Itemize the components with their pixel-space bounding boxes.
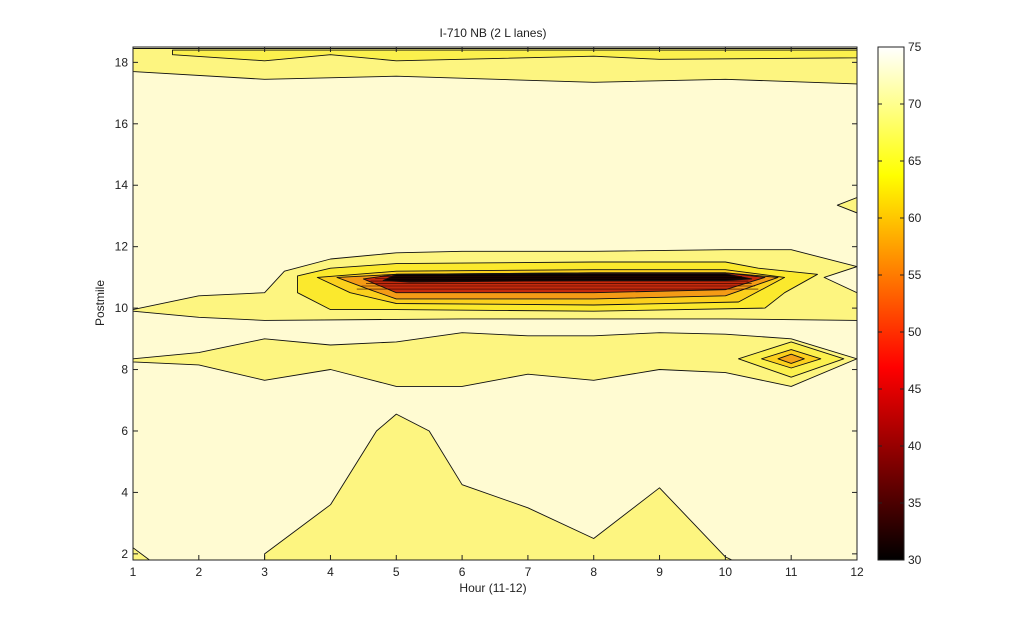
colorbar-tick-label: 50 — [908, 325, 922, 339]
y-tick-label: 16 — [115, 117, 129, 131]
colorbar: 30 35 40 45 50 55 60 65 70 75 — [877, 40, 922, 567]
y-tick-label: 10 — [115, 301, 129, 315]
contour-region-spot-core — [777, 353, 805, 364]
y-tick-label: 8 — [121, 363, 128, 377]
chart-title: I-710 NB (2 L lanes) — [440, 26, 547, 40]
x-tick-label: 7 — [525, 565, 532, 579]
contour-region-lower-band — [133, 332, 857, 387]
contour-region-top-band-inner — [172, 49, 857, 62]
x-tick-label: 1 — [130, 565, 137, 579]
colorbar-fill — [878, 47, 904, 560]
x-tick-label: 10 — [719, 565, 733, 579]
colorbar-tick-label: 75 — [908, 40, 922, 54]
y-axis-ticks: 2 4 6 8 10 12 14 16 18 — [115, 55, 857, 561]
x-tick-label: 9 — [656, 565, 663, 579]
x-tick-label: 4 — [327, 565, 334, 579]
x-axis-ticks: 1 2 3 4 5 6 7 8 9 10 11 12 — [130, 47, 864, 579]
x-tick-label: 12 — [850, 565, 864, 579]
y-tick-label: 2 — [121, 547, 128, 561]
x-tick-label: 2 — [195, 565, 202, 579]
plot-frame — [132, 46, 858, 561]
x-tick-label: 5 — [393, 565, 400, 579]
contour-region-slowdown-core — [382, 273, 753, 283]
y-tick-label: 4 — [121, 485, 128, 499]
colorbar-tick-label: 65 — [908, 154, 922, 168]
contour-regions — [133, 47, 857, 560]
colorbar-tick-label: 35 — [908, 496, 922, 510]
colorbar-ticks: 30 35 40 45 50 55 60 65 70 75 — [878, 40, 922, 567]
colorbar-tick-label: 45 — [908, 382, 922, 396]
colorbar-frame — [877, 46, 905, 561]
y-axis-label: Postmile — [93, 280, 107, 326]
x-axis-label: Hour (11-12) — [459, 581, 526, 595]
x-tick-label: 11 — [785, 565, 798, 579]
x-tick-label: 8 — [590, 565, 597, 579]
y-tick-label: 12 — [115, 240, 129, 254]
colorbar-tick-label: 30 — [908, 553, 922, 567]
x-tick-label: 3 — [261, 565, 268, 579]
x-tick-label: 6 — [459, 565, 466, 579]
contour-region-hot-spot-edge — [836, 197, 857, 214]
colorbar-tick-label: 55 — [908, 268, 922, 282]
contour-region-bottom-corner — [133, 547, 150, 560]
y-tick-label: 6 — [121, 424, 128, 438]
y-tick-label: 18 — [115, 55, 129, 69]
colorbar-tick-label: 70 — [908, 97, 922, 111]
colorbar-tick-label: 40 — [908, 439, 922, 453]
y-tick-label: 14 — [115, 178, 129, 192]
colorbar-tick-label: 60 — [908, 211, 922, 225]
